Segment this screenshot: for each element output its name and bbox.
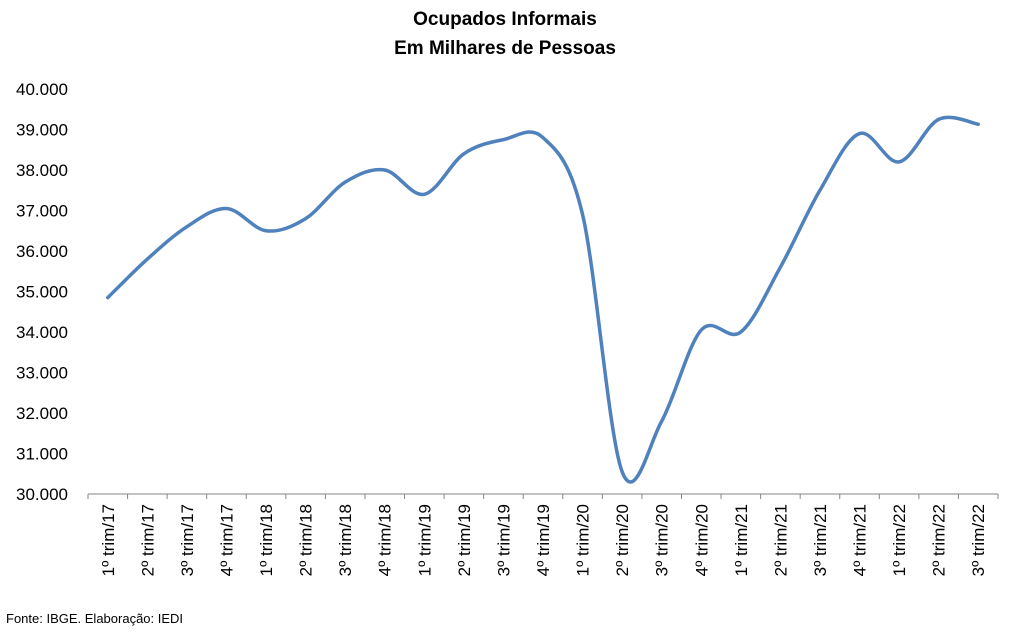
x-tick-label: 2º trim/18 (297, 504, 316, 576)
x-tick-label: 3º trim/17 (178, 504, 197, 576)
x-tick-label: 2º trim/19 (455, 504, 474, 576)
series-line (106, 115, 980, 484)
x-tick-label: 1º trim/20 (574, 504, 593, 576)
y-tick-label: 36.000 (16, 242, 68, 261)
y-tick-label: 39.000 (16, 121, 68, 140)
y-tick-label: 32.000 (16, 404, 68, 423)
x-tick-label: 3º trim/19 (494, 504, 513, 576)
x-tick-label: 4º trim/18 (376, 504, 395, 576)
x-tick-label: 1º trim/22 (890, 504, 909, 576)
x-tick-label: 4º trim/17 (217, 504, 236, 576)
x-tick-label: 1º trim/17 (99, 504, 118, 576)
x-tick-label: 1º trim/18 (257, 504, 276, 576)
x-tick-label: 2º trim/20 (613, 504, 632, 576)
x-tick-label: 3º trim/18 (336, 504, 355, 576)
y-tick-label: 31.000 (16, 445, 68, 464)
y-tick-label: 33.000 (16, 364, 68, 383)
x-tick-label: 2º trim/21 (771, 504, 790, 576)
x-tick-label: 3º trim/22 (969, 504, 988, 576)
y-tick-label: 37.000 (16, 202, 68, 221)
y-tick-label: 35.000 (16, 283, 68, 302)
y-tick-label: 40.000 (16, 80, 68, 99)
x-tick-label: 4º trim/21 (851, 504, 870, 576)
x-tick-label: 4º trim/19 (534, 504, 553, 576)
series-layer (106, 115, 980, 484)
y-tick-label: 38.000 (16, 161, 68, 180)
x-tick-label: 3º trim/20 (653, 504, 672, 576)
y-tick-label: 34.000 (16, 323, 68, 342)
y-tick-label: 30.000 (16, 485, 68, 504)
axes: 30.000 31.000 32.000 33.000 34.000 35.000 36.0… (16, 80, 999, 576)
chart-title: Ocupados Informais (413, 9, 597, 30)
x-tick-label: 1º trim/21 (732, 504, 751, 576)
x-tick-label: 4º trim/20 (692, 504, 711, 576)
x-tick-label: 1º trim/19 (415, 504, 434, 576)
x-tick-label: 2º trim/22 (930, 504, 949, 576)
chart-subtitle: Em Milhares de Pessoas (394, 38, 616, 59)
x-tick-label: 2º trim/17 (138, 504, 157, 576)
source-note: Fonte: IBGE. Elaboração: IEDI (6, 611, 184, 626)
x-tick-label: 3º trim/21 (811, 504, 830, 576)
